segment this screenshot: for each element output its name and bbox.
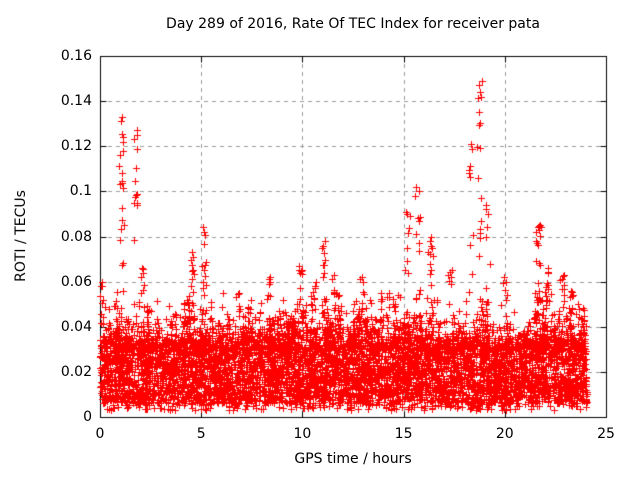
chart-title: Day 289 of 2016, Rate Of TEC Index for r… xyxy=(166,16,540,32)
y-tick-label: 0.1 xyxy=(69,183,92,200)
y-tick-label: 0.14 xyxy=(60,93,92,110)
y-tick-label: 0.08 xyxy=(60,228,92,245)
y-tick-label: 0.12 xyxy=(60,138,92,155)
x-tick-label: 10 xyxy=(293,426,312,442)
x-axis-label: GPS time / hours xyxy=(294,451,412,467)
x-tick-label: 15 xyxy=(394,426,413,442)
y-tick-label: 0.04 xyxy=(60,318,92,335)
y-tick-label: 0 xyxy=(83,409,92,425)
y-tick-label: 0.02 xyxy=(60,363,92,380)
y-tick-label: 0.06 xyxy=(60,273,92,290)
y-tick-label: 0.16 xyxy=(60,48,92,64)
x-tick-label: 25 xyxy=(597,426,615,442)
x-tick-label: 0 xyxy=(95,426,105,442)
y-axis-label-text: ROTI / TECUs xyxy=(13,190,29,282)
x-tick-label: 20 xyxy=(495,426,514,442)
x-tick-label: 5 xyxy=(196,426,206,442)
